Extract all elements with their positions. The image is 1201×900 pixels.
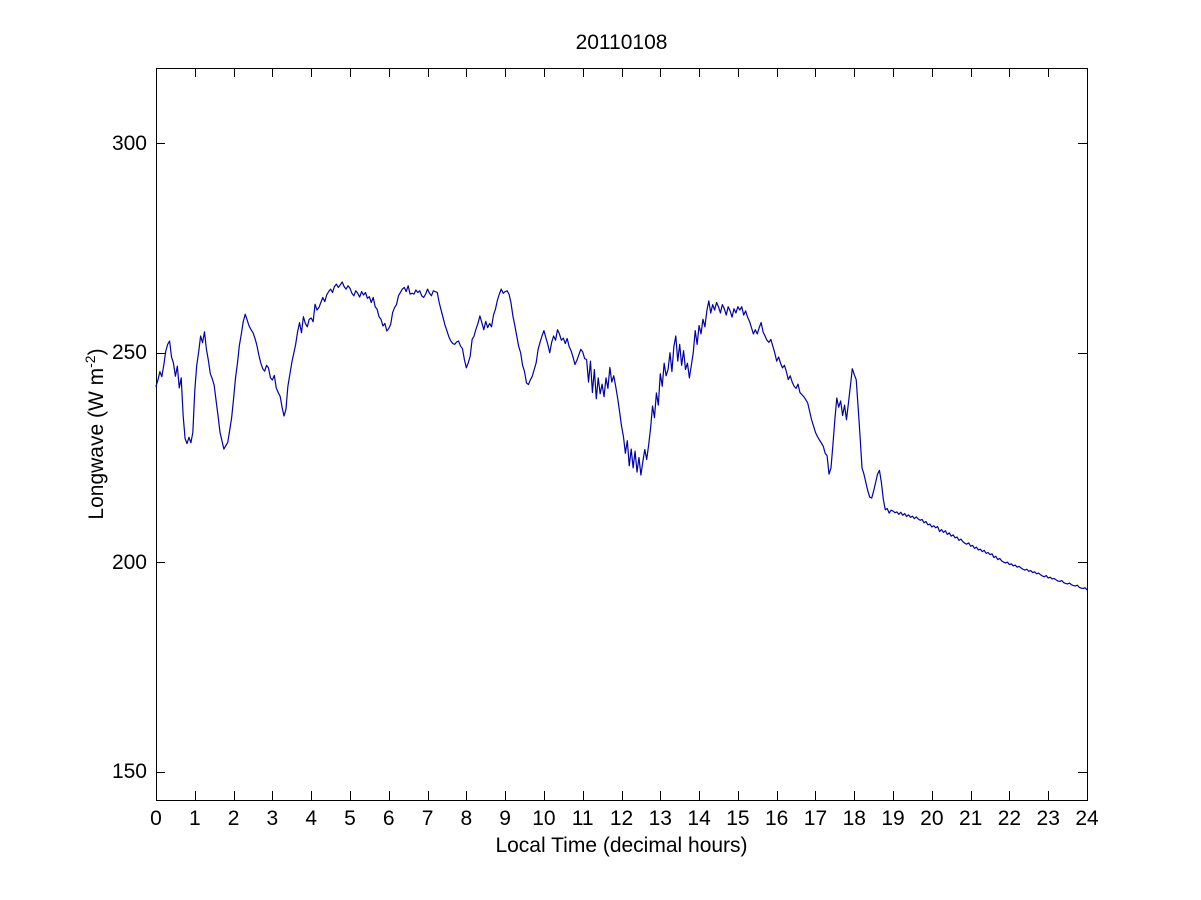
x-tick-label-5: 5	[344, 807, 356, 830]
x-tick-label-7: 7	[421, 807, 434, 830]
series-line-longwave-irradiance	[155, 281, 1088, 591]
x-tick-label-6: 6	[382, 807, 395, 830]
x-tick-label-23: 23	[1036, 807, 1060, 830]
x-tick-label-14: 14	[687, 807, 711, 830]
x-tick-label-9: 9	[499, 807, 511, 830]
x-tick-label-12: 12	[609, 807, 634, 830]
chart-title: 20110108	[575, 31, 668, 54]
x-tick-label-20: 20	[920, 807, 944, 830]
y-axis-label: Longwave (W m-2)	[82, 348, 108, 520]
x-tick-label-13: 13	[648, 807, 672, 830]
x-tick-label-11: 11	[571, 807, 594, 830]
x-tick-label-0: 0	[150, 807, 162, 830]
x-tick-label-10: 10	[532, 807, 556, 830]
x-tick-label-15: 15	[726, 807, 750, 830]
axes-box	[155, 67, 1089, 802]
x-tick-label-18: 18	[842, 807, 866, 830]
x-tick-label-3: 3	[266, 807, 279, 830]
y-axis-label-main: Longwave (W m	[85, 367, 108, 520]
y-tick-label-200: 200	[111, 550, 147, 574]
x-tick-label-24: 24	[1075, 807, 1099, 830]
x-tick-label-21: 21	[958, 807, 983, 830]
x-tick-label-4: 4	[305, 807, 317, 830]
x-tick-label-19: 19	[881, 807, 905, 830]
y-tick-label-250: 250	[111, 341, 147, 365]
x-tick-label-22: 22	[997, 807, 1022, 830]
y-tick-label-300: 300	[111, 131, 147, 155]
x-tick-label-8: 8	[460, 807, 473, 830]
x-axis-label: Local Time (decimal hours)	[495, 834, 748, 857]
x-tick-label-16: 16	[764, 807, 789, 830]
x-tick-label-2: 2	[227, 807, 240, 830]
x-tick-label-1: 1	[188, 807, 201, 830]
y-tick-label-150: 150	[111, 760, 147, 784]
x-tick-label-17: 17	[803, 807, 828, 830]
